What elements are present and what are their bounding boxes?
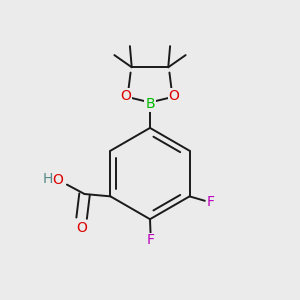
Text: F: F (207, 195, 215, 209)
Text: O: O (76, 220, 87, 235)
Text: B: B (145, 98, 155, 111)
Text: O: O (169, 89, 180, 103)
Text: O: O (52, 173, 64, 187)
Text: O: O (120, 89, 131, 103)
Text: H: H (42, 172, 53, 186)
Text: F: F (147, 233, 154, 248)
